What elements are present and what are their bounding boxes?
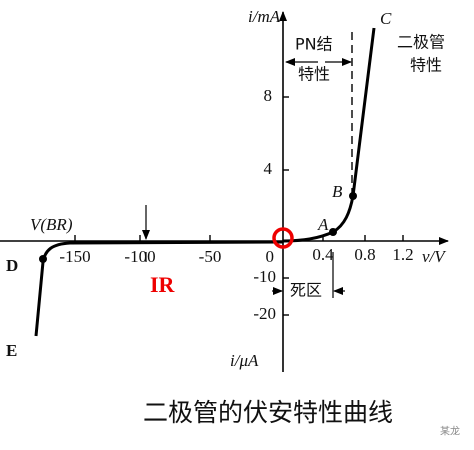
x-tick: 0.4 xyxy=(312,245,334,264)
curve-points xyxy=(39,192,357,263)
caption: 二极管的伏安特性曲线 xyxy=(143,398,393,427)
watermark: 某龙 xyxy=(440,424,460,437)
y-tick: -20 xyxy=(253,304,276,323)
diode-label: 特性 xyxy=(410,56,442,75)
ticks xyxy=(74,96,404,316)
y-tick: 8 xyxy=(264,86,273,105)
breakdown-label: V(BR) xyxy=(30,215,73,234)
x-tick: 1.2 xyxy=(392,245,413,264)
point-c: C xyxy=(380,9,392,28)
point-d: D xyxy=(6,256,18,275)
origin-label: 0 xyxy=(266,247,275,266)
dead-zone-label: 死区 xyxy=(290,281,322,300)
pn-label: PN结 xyxy=(295,35,333,54)
x-label: v/V xyxy=(422,247,447,266)
forward-curve xyxy=(282,27,376,243)
diode-label: 二极管 xyxy=(397,33,445,52)
point-e: E xyxy=(6,341,17,360)
x-tick: -150 xyxy=(59,247,90,266)
point-b: B xyxy=(332,182,343,201)
point-a: A xyxy=(317,215,329,234)
y-label-top: i/mA xyxy=(248,7,281,26)
y-label-bottom: i/μA xyxy=(230,351,259,370)
origin-marker xyxy=(272,227,294,249)
pn-label: 特性 xyxy=(298,65,330,84)
y-tick: -10 xyxy=(253,267,276,286)
x-tick: -50 xyxy=(199,247,222,266)
y-tick: 4 xyxy=(264,159,273,178)
ir-label: IR xyxy=(150,272,176,297)
x-tick: -100 xyxy=(124,247,155,266)
x-tick: 0.8 xyxy=(354,245,375,264)
